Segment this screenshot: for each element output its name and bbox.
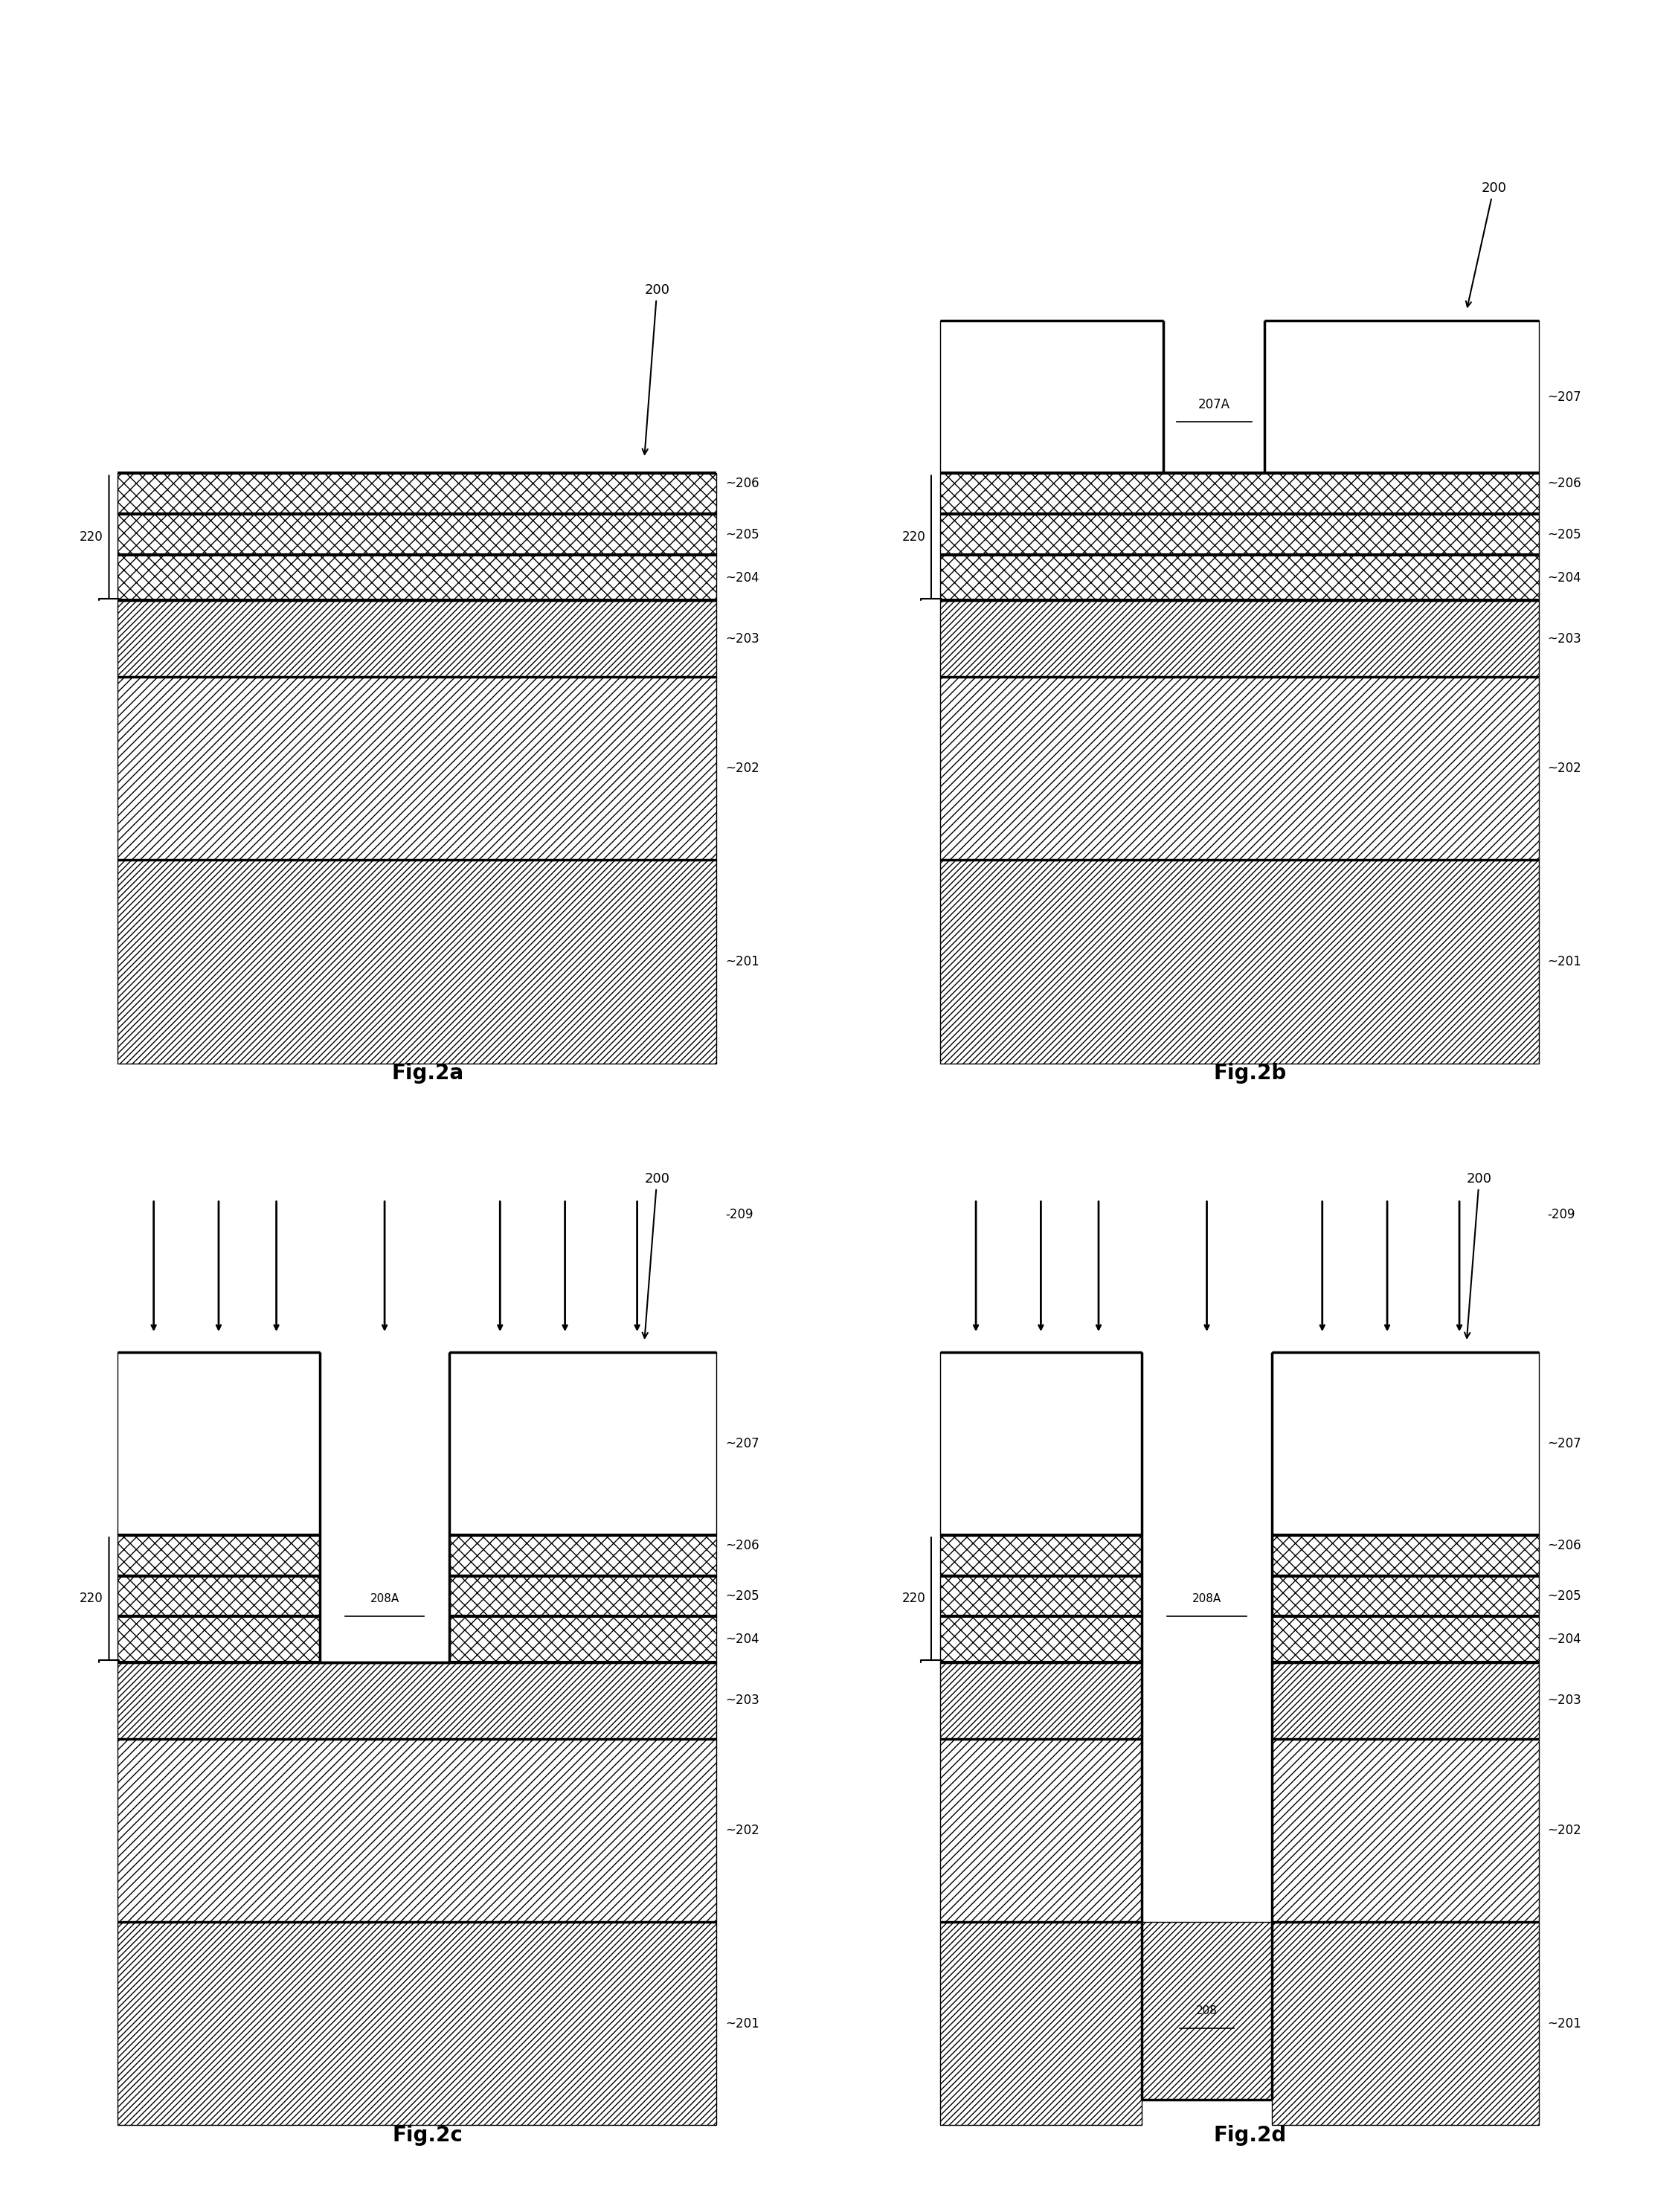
Bar [117, 513, 717, 555]
Text: 220: 220 [79, 531, 102, 544]
Bar [1272, 1922, 1539, 2126]
Text: ~204: ~204 [725, 1632, 758, 1646]
Text: Fig.2b: Fig.2b [1213, 1064, 1287, 1084]
Bar [117, 1739, 717, 1922]
Bar [450, 1617, 717, 1663]
Text: ~203: ~203 [1547, 633, 1581, 646]
Text: ~205: ~205 [725, 529, 758, 542]
Text: ~204: ~204 [1547, 571, 1581, 584]
Text: 208: 208 [1196, 2006, 1218, 2017]
Text: ~205: ~205 [1547, 529, 1581, 542]
Bar [117, 1922, 717, 2126]
Text: 220: 220 [901, 1593, 926, 1606]
Text: ~206: ~206 [1547, 1540, 1581, 1553]
Bar [1265, 321, 1539, 473]
Text: 200: 200 [643, 283, 670, 453]
Text: 207A: 207A [1198, 398, 1230, 411]
Text: 208A: 208A [1193, 1593, 1222, 1604]
Bar [940, 1352, 1141, 1535]
Text: ~202: ~202 [1547, 1823, 1581, 1836]
Text: -209: -209 [1547, 1208, 1576, 1221]
Bar [450, 1352, 717, 1535]
Bar [117, 677, 717, 860]
Bar [1272, 1535, 1539, 1575]
Bar [1141, 1922, 1272, 2099]
Bar [1272, 1663, 1539, 1739]
Text: 200: 200 [643, 1172, 670, 1338]
Bar [450, 1575, 717, 1617]
Bar [940, 860, 1539, 1064]
Text: 208A: 208A [371, 1593, 399, 1604]
Bar [940, 1535, 1141, 1575]
Bar [117, 1617, 319, 1663]
Bar [940, 473, 1539, 513]
Text: ~204: ~204 [725, 571, 758, 584]
Bar [940, 513, 1539, 555]
Bar [117, 599, 717, 677]
Text: ~207: ~207 [1547, 389, 1581, 405]
Text: ~206: ~206 [725, 478, 758, 491]
Text: ~206: ~206 [725, 1540, 758, 1553]
Text: ~203: ~203 [1547, 1694, 1581, 1708]
Bar [117, 1575, 319, 1617]
Bar [940, 1617, 1141, 1663]
Text: ~202: ~202 [725, 1823, 758, 1836]
Text: ~206: ~206 [1547, 478, 1581, 491]
Bar [1272, 1739, 1539, 1922]
Text: 220: 220 [79, 1593, 102, 1606]
Text: ~201: ~201 [725, 956, 758, 969]
Text: Fig.2a: Fig.2a [391, 1064, 465, 1084]
Text: -209: -209 [725, 1208, 753, 1221]
Bar [940, 677, 1539, 860]
Bar [117, 473, 717, 513]
Bar [117, 1535, 319, 1575]
Text: ~203: ~203 [725, 633, 758, 646]
Bar [940, 1739, 1141, 1922]
Bar [1272, 1617, 1539, 1663]
Text: ~204: ~204 [1547, 1632, 1581, 1646]
Text: ~207: ~207 [1547, 1438, 1581, 1451]
Text: ~203: ~203 [725, 1694, 758, 1708]
Bar [940, 555, 1539, 602]
Bar [117, 1663, 717, 1739]
Text: 220: 220 [901, 531, 926, 544]
Text: Fig.2d: Fig.2d [1213, 2126, 1287, 2146]
Text: 200: 200 [1467, 181, 1507, 307]
Text: ~202: ~202 [725, 761, 758, 774]
Text: 200: 200 [1465, 1172, 1492, 1338]
Bar [1272, 1352, 1539, 1535]
Bar [450, 1535, 717, 1575]
Text: ~202: ~202 [1547, 761, 1581, 774]
Bar [117, 1352, 319, 1535]
Bar [940, 1922, 1141, 2126]
Text: ~201: ~201 [1547, 2017, 1581, 2031]
Bar [117, 860, 717, 1064]
Bar [117, 555, 717, 602]
Bar [940, 1575, 1141, 1617]
Bar [940, 1663, 1141, 1739]
Text: ~201: ~201 [725, 2017, 758, 2031]
Text: ~201: ~201 [1547, 956, 1581, 969]
Bar [940, 321, 1163, 473]
Text: Fig.2c: Fig.2c [393, 2126, 463, 2146]
Text: ~205: ~205 [1547, 1590, 1581, 1604]
Text: ~205: ~205 [725, 1590, 758, 1604]
Bar [940, 599, 1539, 677]
Bar [1272, 1575, 1539, 1617]
Text: ~207: ~207 [725, 1438, 758, 1451]
